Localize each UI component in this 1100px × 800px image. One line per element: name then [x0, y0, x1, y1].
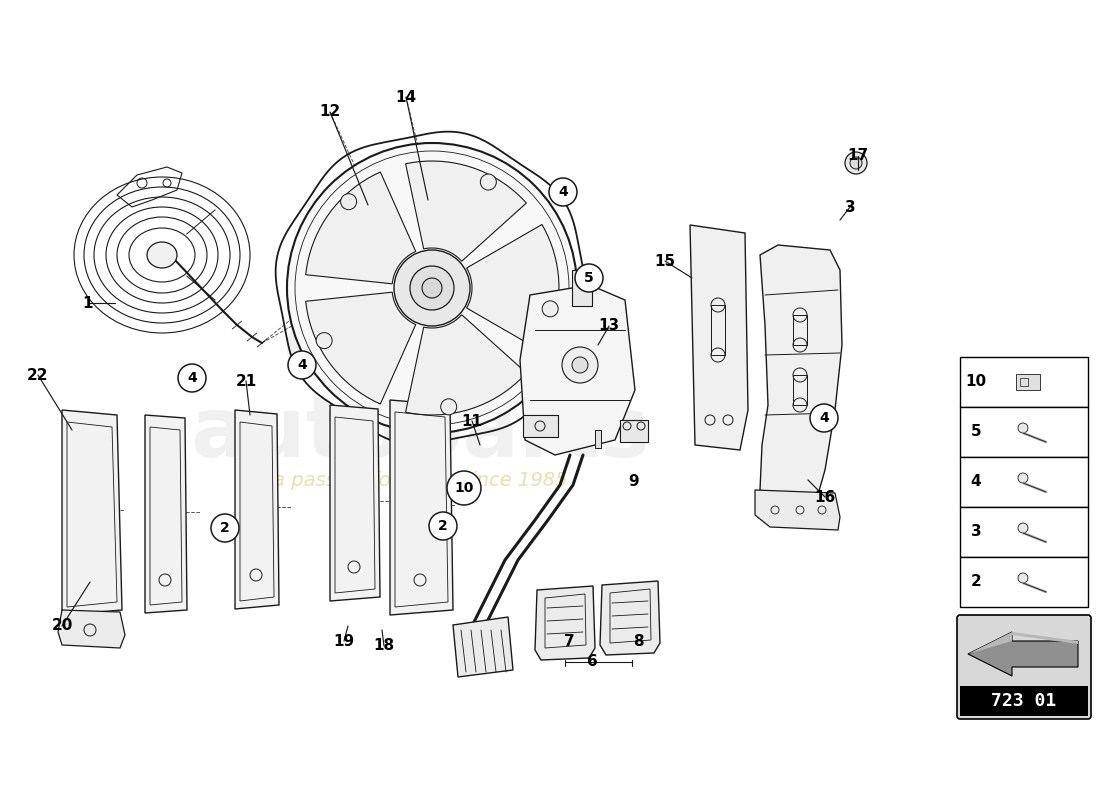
Text: 15: 15 [654, 254, 675, 269]
Circle shape [394, 250, 470, 326]
Circle shape [575, 264, 603, 292]
Circle shape [1018, 473, 1028, 483]
Circle shape [562, 347, 598, 383]
Circle shape [410, 266, 454, 310]
Circle shape [341, 194, 356, 210]
Circle shape [447, 471, 481, 505]
Polygon shape [330, 405, 380, 601]
Polygon shape [306, 292, 416, 404]
Circle shape [1018, 523, 1028, 533]
Circle shape [316, 333, 332, 349]
Polygon shape [453, 617, 513, 677]
Bar [960, 507, 1088, 557]
Text: 10: 10 [454, 481, 474, 495]
Bar [960, 357, 1088, 407]
Polygon shape [58, 610, 125, 648]
Circle shape [542, 301, 558, 317]
Bar [1016, 374, 1040, 390]
Circle shape [441, 399, 456, 415]
Bar [595, 430, 601, 448]
Text: 17: 17 [847, 149, 869, 163]
Text: 12: 12 [319, 105, 341, 119]
Text: 2: 2 [220, 521, 230, 535]
Circle shape [572, 357, 588, 373]
Bar [793, 375, 807, 405]
FancyBboxPatch shape [957, 615, 1091, 719]
Circle shape [178, 364, 206, 392]
Text: 5: 5 [970, 425, 981, 439]
Circle shape [549, 178, 578, 206]
Polygon shape [145, 415, 187, 613]
Text: 14: 14 [395, 90, 417, 105]
Polygon shape [755, 490, 840, 530]
Text: 11: 11 [462, 414, 483, 429]
Circle shape [810, 404, 838, 432]
Circle shape [211, 514, 239, 542]
Bar [793, 315, 807, 345]
Text: 4: 4 [187, 371, 197, 385]
Text: 4: 4 [558, 185, 568, 199]
Text: 18: 18 [373, 638, 395, 654]
Polygon shape [968, 632, 1078, 676]
Bar [711, 305, 725, 355]
Polygon shape [390, 400, 453, 615]
Text: 4: 4 [297, 358, 307, 372]
Bar [522, 415, 558, 437]
Text: 13: 13 [598, 318, 619, 334]
Text: 3: 3 [970, 525, 981, 539]
Circle shape [287, 143, 578, 433]
Text: 2: 2 [438, 519, 448, 533]
Text: 19: 19 [333, 634, 354, 649]
Bar [1020, 378, 1028, 386]
Circle shape [1018, 573, 1028, 583]
Bar [572, 270, 592, 306]
Text: 723 01: 723 01 [991, 692, 1057, 710]
Polygon shape [760, 245, 842, 517]
Polygon shape [406, 161, 527, 262]
Text: 1: 1 [82, 295, 94, 310]
Circle shape [850, 157, 862, 169]
Bar [960, 686, 1088, 716]
Text: 8: 8 [632, 634, 644, 649]
Polygon shape [306, 172, 416, 284]
Polygon shape [62, 410, 122, 615]
Text: 7: 7 [563, 634, 574, 649]
Text: a passion for parts since 1985: a passion for parts since 1985 [273, 470, 568, 490]
Text: 16: 16 [814, 490, 836, 505]
Circle shape [429, 512, 456, 540]
Text: 22: 22 [28, 367, 48, 382]
Bar [960, 457, 1088, 507]
Text: 9: 9 [629, 474, 639, 490]
Text: 4: 4 [820, 411, 829, 425]
Text: europ
autoparts: europ autoparts [190, 306, 650, 474]
Polygon shape [520, 285, 635, 455]
Text: 20: 20 [52, 618, 73, 634]
Ellipse shape [147, 242, 177, 268]
Circle shape [481, 174, 496, 190]
Polygon shape [600, 581, 660, 655]
Text: 2: 2 [970, 574, 981, 590]
Text: 6: 6 [586, 654, 597, 670]
Polygon shape [968, 632, 1078, 654]
Circle shape [1018, 423, 1028, 433]
Polygon shape [690, 225, 748, 450]
Text: 10: 10 [966, 374, 987, 390]
Text: 21: 21 [235, 374, 256, 389]
Polygon shape [406, 314, 527, 415]
Bar [620, 420, 648, 442]
Bar [960, 557, 1088, 607]
Circle shape [845, 152, 867, 174]
Text: 4: 4 [970, 474, 981, 490]
Bar [960, 407, 1088, 457]
Polygon shape [535, 586, 595, 660]
Polygon shape [235, 410, 279, 609]
Text: 5: 5 [584, 271, 594, 285]
Polygon shape [466, 225, 559, 351]
Text: 3: 3 [845, 199, 856, 214]
Circle shape [422, 278, 442, 298]
Circle shape [288, 351, 316, 379]
